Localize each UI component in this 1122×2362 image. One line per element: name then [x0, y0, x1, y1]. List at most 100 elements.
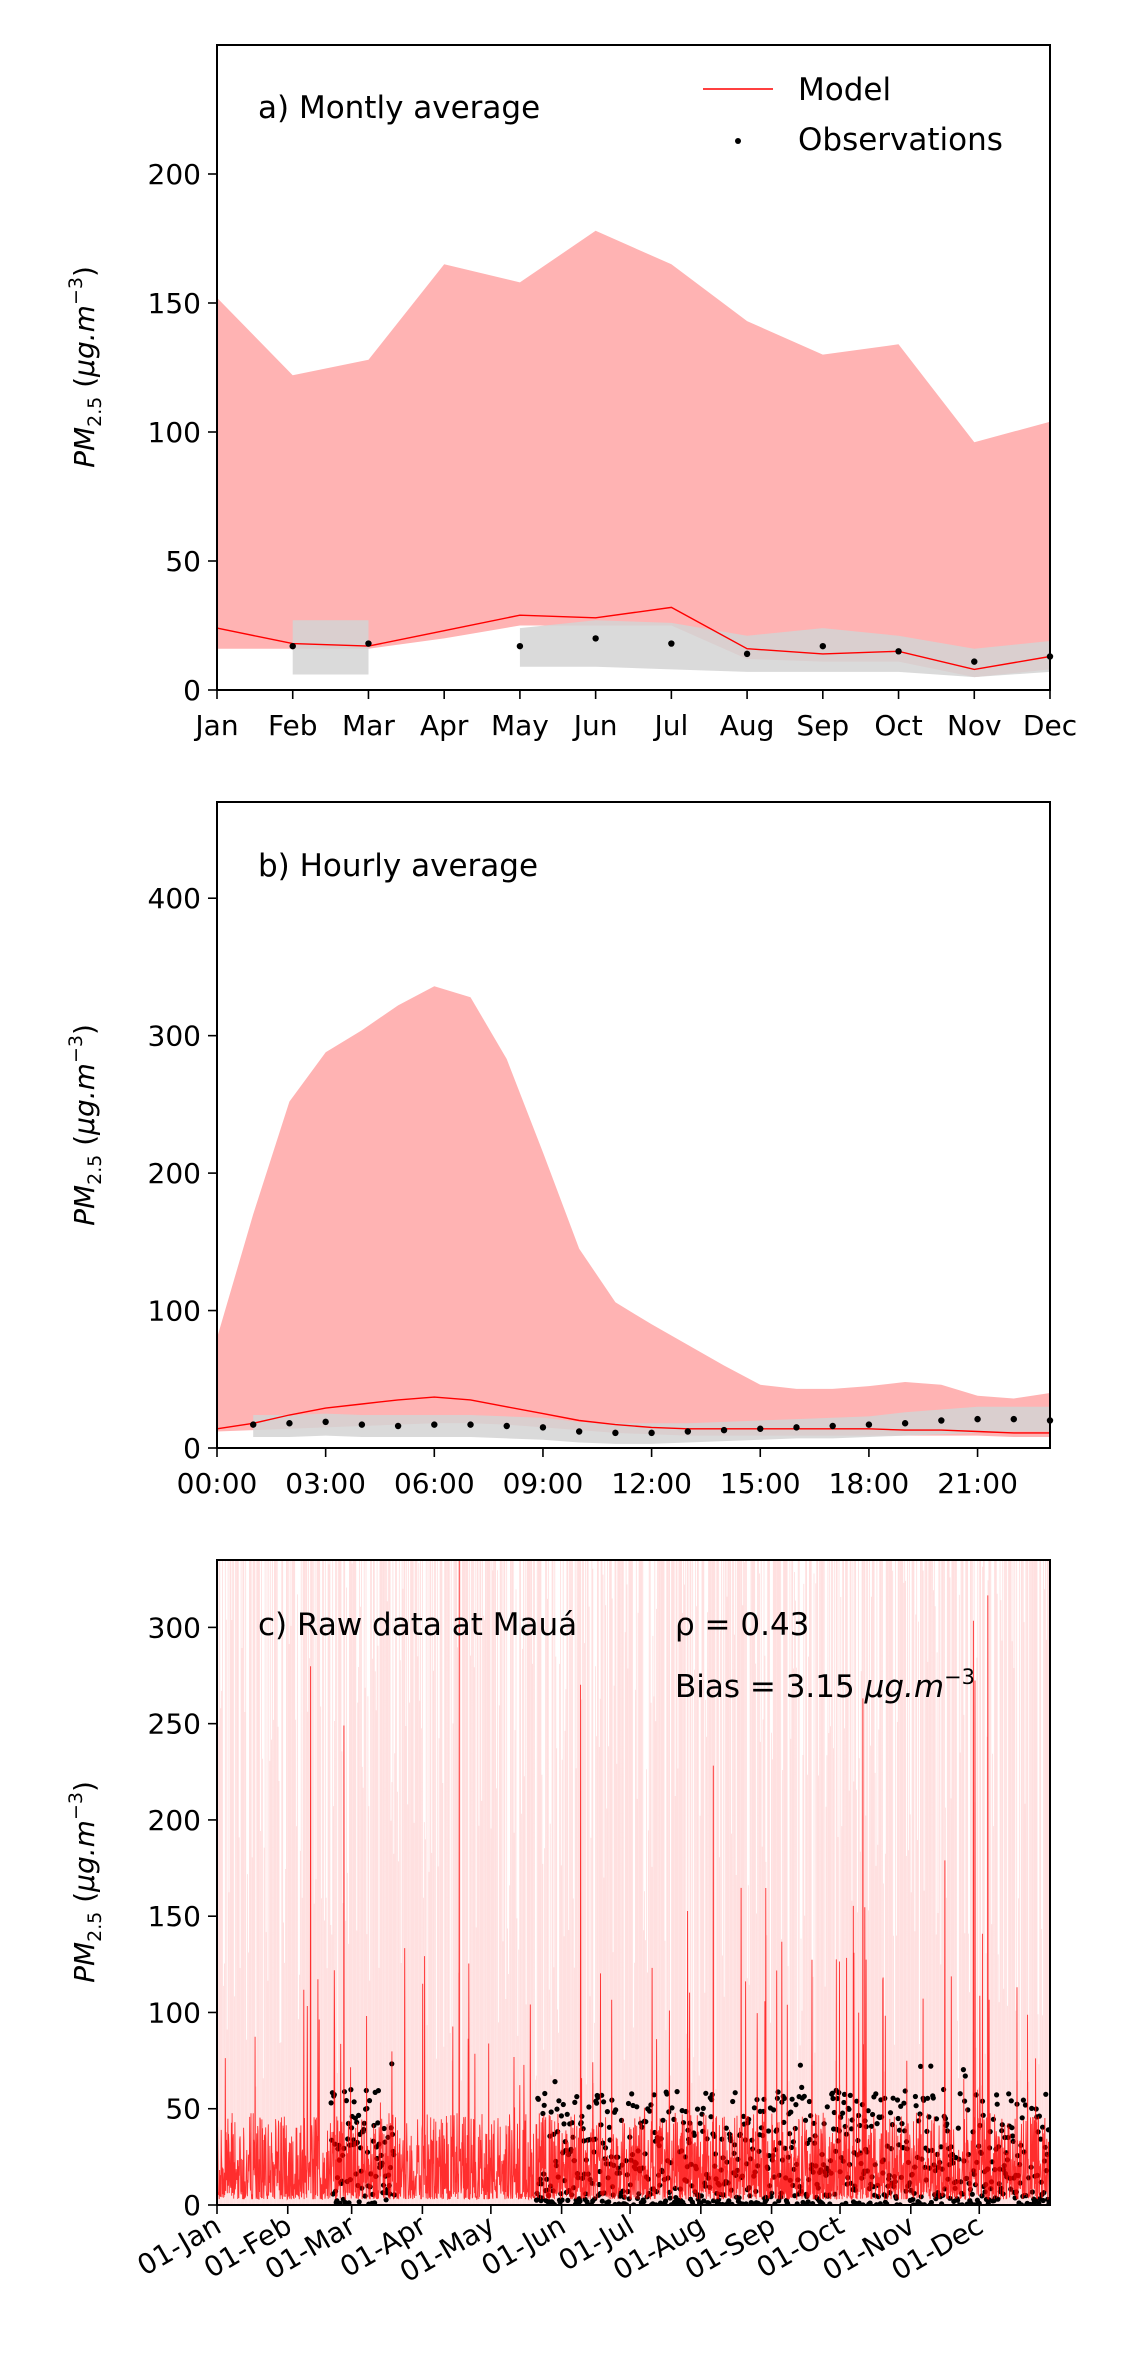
panel-b-obs-point: [865, 1421, 873, 1428]
panel-c-obs-point: [856, 2200, 862, 2205]
panel-b-ticks: 0 100 200 300 400 00:00 03:00 06:00 09:00 12:00 15…: [148, 882, 1018, 1500]
panel-b-annotation: b) Hourly average: [258, 848, 538, 884]
panel-c-obs-point: [771, 2107, 777, 2113]
panel-c-obs-point: [1008, 2098, 1014, 2104]
panel-c-obs-point: [660, 2117, 666, 2123]
panel-c-obs-point: [541, 2102, 547, 2108]
panel-b-ytick-label: 200: [148, 1157, 201, 1190]
panel-c-obs-point: [979, 2193, 985, 2199]
panel-b-obs-point: [720, 1426, 728, 1434]
panel-c-obs-point: [726, 2198, 732, 2204]
panel-c-obs-point: [797, 2062, 804, 2068]
panel-c-obs-point: [556, 2098, 562, 2104]
panel-c-obs-point: [560, 2101, 566, 2108]
panel-c-obs-point: [343, 2098, 349, 2104]
panel-c-obs-point: [736, 2195, 742, 2201]
panel-c-obs-point: [552, 2079, 558, 2085]
panel-c-obs-point: [994, 2092, 1000, 2098]
panel-b-obs-point: [757, 1425, 764, 1432]
panel-c-obs-point: [565, 2197, 571, 2203]
panel-c-obs-point: [328, 2100, 334, 2106]
panel-c-obs-point: [789, 2096, 795, 2102]
panel-b-obs-point: [684, 1428, 692, 1435]
panel-c-obs-point: [821, 2121, 827, 2127]
panel-c-obs-point: [887, 2110, 894, 2116]
panel-a-xtick-label: Nov: [947, 709, 1002, 742]
panel-a-obs-point: [819, 642, 827, 650]
panel-c-obs-point: [672, 2185, 678, 2191]
panel-b-obs-point: [250, 1421, 257, 1428]
panel-c-obs-point: [824, 2104, 830, 2110]
panel-c-obs-point: [925, 2095, 931, 2101]
panel-c-obs-point: [846, 2106, 852, 2112]
panel-a-ticks: 0 50 100 150 200 Jan Feb Mar Apr May Jun Jul Aug Sep O…: [148, 158, 1078, 742]
panel-c-obs-point: [700, 2105, 706, 2111]
panel-a-xtick-label: Jul: [652, 709, 688, 742]
panel-b-xtick-label: 06:00: [394, 1467, 475, 1500]
panel-b-frame: [216, 801, 1051, 1449]
panel-a-ytick-label: 150: [148, 287, 201, 320]
panel-c-obs-point: [841, 2099, 847, 2106]
panel-c-obs-point: [913, 2103, 919, 2109]
panel-b-obs-point: [322, 1418, 329, 1426]
panel-c-obs-point: [840, 2110, 846, 2116]
panel-c-obs-point: [969, 2191, 975, 2197]
panel-c-frame: [216, 1559, 1051, 2206]
panel-c-obs-point: [613, 2107, 619, 2113]
panel-c-obs-point: [955, 2125, 961, 2131]
panel-c-obs-point: [1009, 2125, 1015, 2131]
panel-b-hourly-average: 0 100 200 300 400 00:00 03:00 06:00 09:00 12:00 15…: [65, 801, 1054, 1500]
panel-c-obs-point: [930, 2095, 936, 2101]
panel-c-obs-point: [854, 2098, 860, 2104]
panel-c-obs-point: [740, 2113, 747, 2119]
panel-c-obs-point: [962, 2073, 968, 2079]
panel-c-obs-point: [383, 2197, 389, 2203]
panel-c-obs-point: [868, 2123, 875, 2129]
panel-c-obs-point: [1020, 2097, 1026, 2103]
panel-a-xtick-label: Feb: [268, 709, 318, 742]
panel-b-obs-point: [901, 1420, 909, 1427]
panel-c-obs-point: [976, 2200, 982, 2205]
panel-a-obs-band: [292, 620, 1050, 678]
panel-c-obs-point: [669, 2105, 675, 2111]
panel-b-obs-point: [829, 1422, 836, 1430]
panel-b-xtick-label: 09:00: [503, 1467, 584, 1500]
panel-c-obs-point: [606, 2124, 613, 2130]
panel-c-obs-point: [894, 2097, 901, 2103]
panel-c-obs-point: [723, 2125, 729, 2131]
panel-a-ytick-label: 50: [165, 545, 201, 578]
panel-c-obs-point: [574, 2094, 580, 2100]
panel-a-obs-point: [743, 650, 751, 658]
legend-model-label: Model: [798, 72, 891, 108]
panel-c-obs-point: [955, 2197, 961, 2203]
panel-c-obs-point: [843, 2200, 849, 2205]
panel-c-obs-point: [337, 2200, 343, 2205]
panel-c-obs-point: [716, 2197, 722, 2203]
panel-c-obs-point: [899, 2121, 905, 2127]
panel-c-obs-point: [938, 2144, 944, 2150]
panel-b-obs-point: [394, 1422, 402, 1430]
panel-a-annotation: a) Montly average: [258, 90, 540, 126]
panel-c-obs-point: [680, 2120, 687, 2126]
panel-c-obs-point: [788, 2109, 794, 2115]
panel-c-obs-point: [806, 2098, 813, 2105]
panel-c-obs-point: [1022, 2102, 1028, 2108]
panel-c-obs-point: [600, 2140, 606, 2146]
panel-c-obs-point: [751, 2105, 758, 2111]
panel-c-obs-point: [651, 2092, 657, 2098]
panel-c-obs-point: [980, 2112, 986, 2118]
panel-c-bias-unit: μg.m: [864, 1669, 944, 1705]
panel-c-obs-point: [895, 2115, 901, 2122]
panel-c-obs-point: [926, 2114, 932, 2120]
panel-c-obs-point: [667, 2195, 673, 2201]
panel-a-xtick-label: Oct: [874, 709, 922, 742]
panel-c-obs-point: [836, 2090, 842, 2096]
panel-a-xtick-label: Sep: [796, 709, 849, 742]
panel-c-obs-point: [542, 2090, 548, 2097]
panel-c-plot-area: [217, 1560, 1050, 2205]
panel-b-model-line: [216, 1396, 1050, 1434]
panel-c-obs-point: [957, 2091, 963, 2097]
panel-c-obs-point: [634, 2104, 640, 2110]
panel-c-obs-point: [708, 2114, 714, 2120]
panel-c-obs-point: [867, 2200, 873, 2205]
